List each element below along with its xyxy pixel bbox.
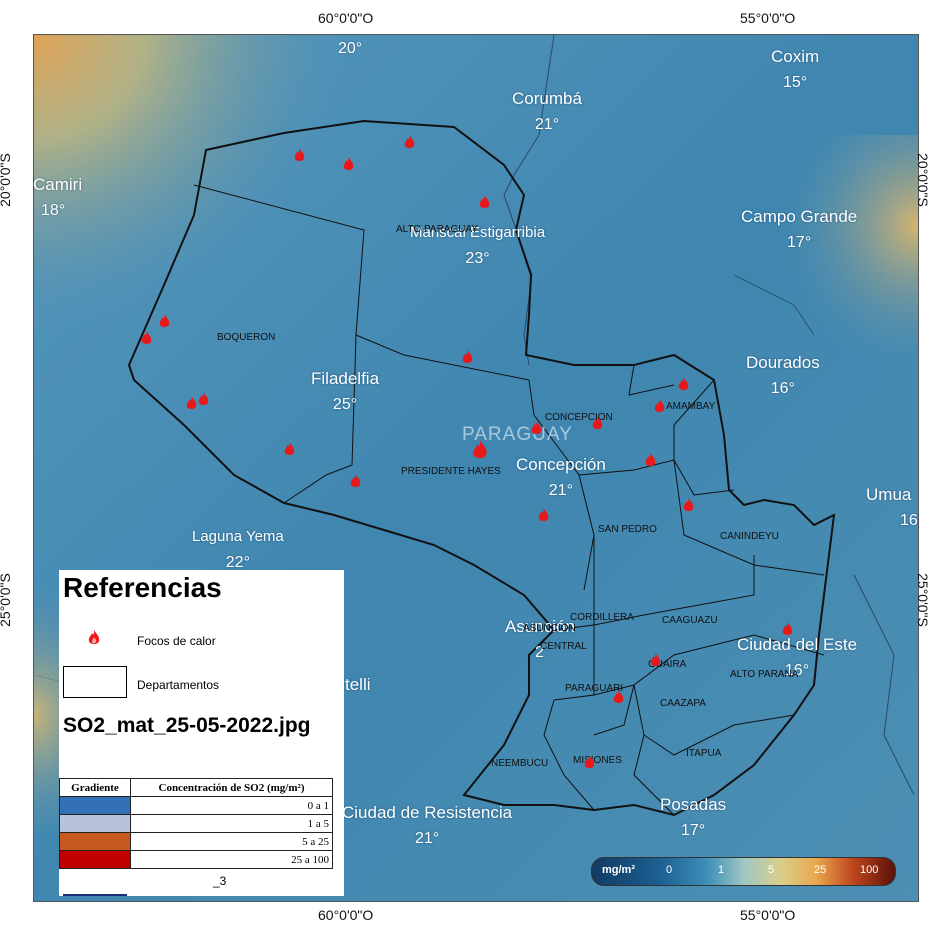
city-laguna-yema: Laguna Yema 22°	[192, 528, 284, 571]
city-partial-telli: telli	[345, 675, 371, 694]
fire-icon	[649, 652, 662, 668]
color-swatch	[59, 796, 131, 815]
range-value: 1 a 5	[130, 814, 333, 833]
lon-label-top-left: 60°0'0"O	[318, 10, 374, 26]
color-swatch	[59, 814, 131, 833]
fire-icon	[653, 398, 666, 414]
scale-unit: mg/m²	[602, 864, 635, 876]
lon-label-top-right: 55°0'0"O	[740, 10, 796, 26]
dept-presidente-hayes: PRESIDENTE HAYES	[401, 466, 501, 477]
fire-icon	[478, 194, 491, 210]
city-resistencia: Ciudad de Resistencia 21°	[342, 803, 513, 847]
city-campo-grande: Campo Grande 17°	[741, 207, 858, 251]
dept-central: CENTRAL	[540, 641, 587, 652]
fire-icon	[140, 330, 153, 346]
dept-alto-parana: ALTO PARANA	[730, 669, 799, 680]
city-posadas: Posadas 17°	[660, 795, 727, 839]
color-swatch	[59, 850, 131, 869]
concentration-header: Concentración de SO2 (mg/m²)	[130, 778, 333, 797]
range-value: 5 a 25	[130, 832, 333, 851]
dept-concepcion: CONCEPCION	[545, 412, 613, 423]
fire-icon	[293, 147, 306, 163]
fire-icon	[682, 497, 695, 513]
table-row: 25 a 100	[59, 850, 333, 869]
scale-tick: 100	[860, 864, 879, 876]
fire-icon	[537, 507, 550, 523]
table-row: 5 a 25	[59, 832, 333, 851]
lat-label-left-top: 20°0'0"S	[0, 153, 13, 207]
city-dourados: Dourados 16°	[746, 353, 820, 397]
dept-amambay: AMAMBAY	[666, 401, 716, 412]
city-mariscal: Mariscal Estigarribia 23°	[410, 224, 546, 267]
dept-alto-paraguay: ALTO PARAGUAY	[396, 224, 479, 235]
department-lines	[193, 184, 825, 816]
legend-dept-swatch	[63, 666, 127, 698]
city-concepcion: Concepción 21°	[516, 455, 606, 499]
fire-icon	[88, 630, 100, 644]
fire-icon	[349, 473, 362, 489]
city-umua: Umua 16	[866, 485, 918, 529]
lon-label-bottom-right: 55°0'0"O	[740, 907, 796, 923]
gradient-header: Gradiente	[59, 778, 131, 797]
legend-title: Referencias	[63, 572, 222, 603]
fire-icon	[342, 156, 355, 172]
dept-san-pedro: SAN PEDRO	[598, 524, 657, 535]
lat-label-right-bottom: 25°0'0"S	[914, 573, 931, 627]
fire-icon	[612, 689, 625, 705]
fire-icon	[197, 391, 210, 407]
fire-icon	[530, 420, 543, 436]
dept-cordillera: CORDILLERA	[570, 612, 634, 623]
gradient-table: Gradiente Concentración de SO2 (mg/m²) 0…	[59, 778, 333, 869]
city-asuncion: Asunción 2	[505, 617, 575, 661]
fire-icon	[677, 376, 690, 392]
table-row: 0 a 1	[59, 796, 333, 815]
fire-icon	[583, 754, 596, 770]
dept-neembucu: NEEMBUCU	[491, 758, 549, 769]
city-temp-top: 20°	[338, 40, 363, 57]
scale-tick: 0	[666, 864, 673, 876]
fire-icon	[781, 621, 794, 637]
city-filadelfia: Filadelfia 25°	[311, 369, 380, 413]
dept-canindeyu: CANINDEYU	[720, 531, 779, 542]
lon-label-bottom-left: 60°0'0"O	[318, 907, 374, 923]
dept-caaguazu: CAAGUAZU	[662, 615, 718, 626]
fire-icon	[591, 415, 604, 431]
table-row: 1 a 5	[59, 814, 333, 833]
fire-icon	[461, 349, 474, 365]
fire-icon	[283, 441, 296, 457]
city-camiri: Camiri 18°	[33, 175, 83, 219]
dept-asuncion: ASUNCION	[523, 623, 576, 634]
legend-panel: Referencias Focos de calor Departamentos…	[59, 570, 344, 896]
dept-itapua: ITAPUA	[686, 748, 722, 759]
lat-label-right-top: 20°0'0"S	[914, 153, 931, 207]
scale-tick: 25	[814, 864, 827, 876]
dept-paraguari: PARAGUARI	[565, 683, 624, 694]
lat-label-left-bottom: 25°0'0"S	[0, 573, 13, 627]
city-corumba: Corumbá 21°	[512, 89, 582, 133]
legend-line	[63, 894, 127, 896]
scale-tick: 1	[718, 864, 725, 876]
dept-caazapa: CAAZAPA	[660, 698, 706, 709]
color-scale-bar: mg/m² 0 1 5 25 100	[591, 857, 896, 886]
fire-icon	[158, 313, 171, 329]
city-coxim: Coxim 15°	[771, 47, 820, 91]
legend-fire-label: Focos de calor	[137, 634, 216, 648]
range-value: 0 a 1	[130, 796, 333, 815]
fire-icon	[644, 452, 657, 468]
range-value: 25 a 100	[130, 850, 333, 869]
country-label: PARAGUAY	[462, 424, 573, 445]
fire-icon	[185, 395, 198, 411]
fire-icon	[471, 439, 489, 461]
legend-dept-label: Departamentos	[137, 678, 220, 692]
dept-boqueron: BOQUERON	[217, 332, 276, 343]
city-ciudad-del-este: Ciudad del Este 16°	[737, 635, 858, 679]
dept-misiones: MISIONES	[573, 755, 622, 766]
fire-icon	[403, 134, 416, 150]
scale-tick: 5	[768, 864, 775, 876]
legend-filename: SO2_mat_25-05-2022.jpg	[63, 714, 311, 737]
legend-extra: _3	[213, 874, 227, 888]
color-swatch	[59, 832, 131, 851]
dept-guaira: GUAIRA	[648, 659, 687, 670]
